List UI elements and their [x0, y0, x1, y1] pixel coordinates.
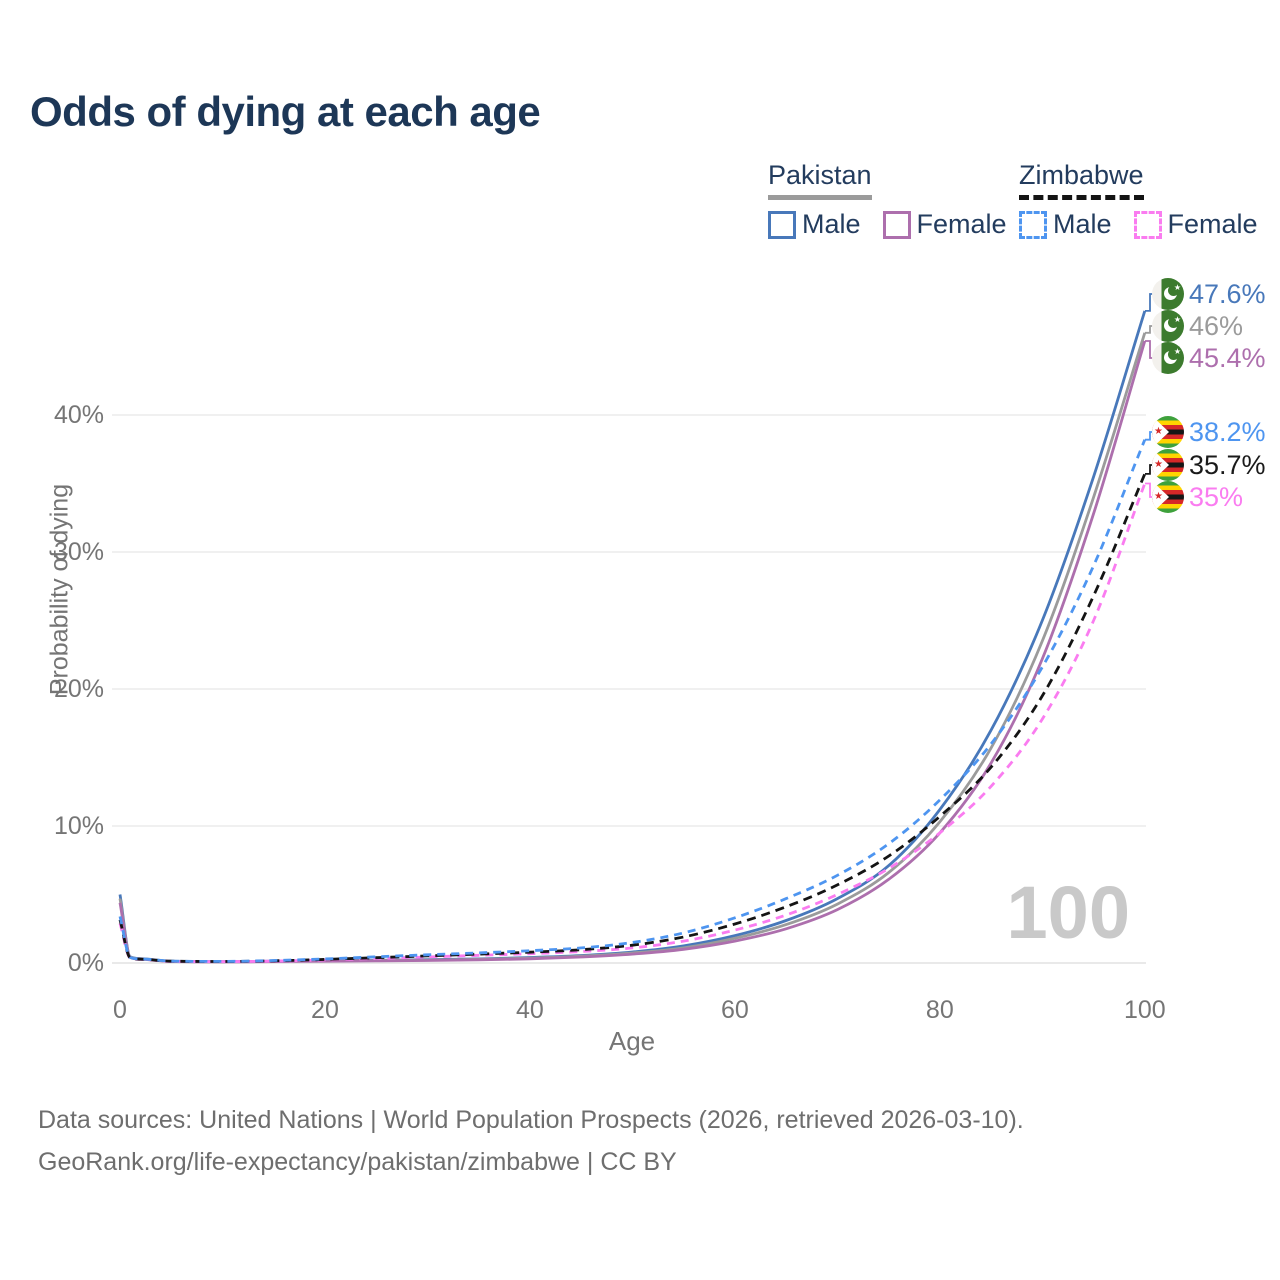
pakistan-flag-icon: ★	[1152, 278, 1184, 310]
end-label-pakistan-female: ★ 45.4%	[1152, 341, 1266, 375]
zimbabwe-flag-icon: ★	[1152, 416, 1184, 448]
end-label-value: 38.2%	[1189, 416, 1266, 447]
end-label-zimbabwe-male: ★ 38.2%	[1152, 415, 1266, 449]
pakistan-flag-icon: ★	[1152, 342, 1184, 374]
legend-item-zimbabwe-male[interactable]: Male	[1019, 209, 1112, 240]
end-label-pakistan-male: ★ 47.6%	[1152, 277, 1266, 311]
age-watermark: 100	[1006, 871, 1130, 954]
end-label-value: 46%	[1189, 310, 1244, 341]
legend-items-pakistan: Male Female	[768, 209, 1029, 244]
x-tick-label: 80	[925, 996, 954, 1024]
y-tick-label: 10%	[53, 812, 104, 840]
attribution-note: GeoRank.org/life-expectancy/pakistan/zim…	[38, 1148, 677, 1176]
end-label-pakistan-both: ★ 46%	[1152, 309, 1243, 343]
zimbabwe-male-swatch-icon	[1019, 210, 1047, 239]
legend-group-pakistan: Pakistan Male Female	[768, 160, 1029, 244]
legend-group-zimbabwe: Zimbabwe Male Female	[1019, 160, 1280, 244]
x-axis-title: Age	[608, 1026, 656, 1056]
series-line-zimbabwe-male	[118, 439, 1147, 963]
pakistan-female-swatch-icon	[882, 210, 911, 239]
end-label-zimbabwe-female: ★ 35%	[1152, 480, 1243, 514]
legend-item-label: Male	[802, 209, 861, 239]
legend-header-zimbabwe[interactable]: Zimbabwe	[1019, 160, 1144, 200]
legend-item-zimbabwe-female[interactable]: Female	[1133, 209, 1258, 240]
end-label-value: 45.4%	[1189, 342, 1266, 373]
y-tick-label: 30%	[53, 538, 104, 566]
end-label-value: 47.6%	[1189, 278, 1266, 309]
legend-item-pakistan-male[interactable]: Male	[768, 209, 861, 240]
end-label-zimbabwe-both: ★ 35.7%	[1152, 448, 1266, 482]
zimbabwe-female-swatch-icon	[1133, 210, 1162, 239]
series-line-pakistan-male	[118, 310, 1147, 964]
legend-items-zimbabwe: Male Female	[1019, 209, 1280, 244]
y-tick-label: 0%	[67, 949, 104, 977]
y-tick-label: 40%	[53, 401, 104, 429]
pakistan-male-swatch-icon	[768, 210, 796, 239]
series-line-pakistan-female	[118, 340, 1147, 964]
zimbabwe-flag-icon: ★	[1152, 481, 1184, 513]
legend-item-pakistan-female[interactable]: Female	[882, 209, 1007, 240]
data-sources-note: Data sources: United Nations | World Pop…	[38, 1106, 1024, 1134]
legend-item-label: Female	[1167, 209, 1258, 239]
x-tick-label: 0	[113, 996, 127, 1024]
pakistan-flag-icon: ★	[1152, 310, 1184, 342]
legend-item-label: Female	[916, 209, 1007, 239]
x-tick-label: 40	[516, 996, 544, 1024]
legend-item-label: Male	[1053, 209, 1112, 239]
x-tick-label: 60	[720, 996, 749, 1024]
series-line-pakistan-both-sexes	[118, 332, 1147, 964]
page-title: Odds of dying at each age	[30, 88, 541, 135]
legend-header-pakistan[interactable]: Pakistan	[768, 160, 872, 200]
end-label-value: 35.7%	[1189, 449, 1266, 480]
x-tick-label: 100	[1123, 996, 1166, 1024]
x-tick-label: 20	[311, 996, 339, 1024]
y-tick-label: 20%	[53, 675, 104, 703]
end-label-value: 35%	[1189, 481, 1244, 512]
series-line-zimbabwe-female	[118, 483, 1147, 963]
zimbabwe-flag-icon: ★	[1152, 449, 1184, 481]
